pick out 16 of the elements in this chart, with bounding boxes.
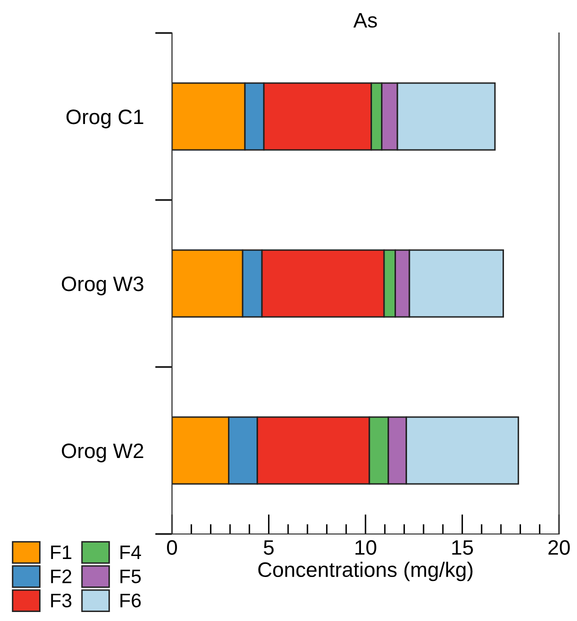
y-tick-label: Orog W3	[62, 276, 144, 296]
legend-label: F5	[120, 570, 141, 584]
legend-label: F2	[51, 570, 72, 584]
x-axis-title: Concentrations (mg/kg)	[258, 562, 472, 582]
legend-label: F4	[120, 546, 142, 559]
x-tick-label: 15	[452, 540, 473, 555]
y-tick-label: Orog W2	[62, 444, 144, 462]
x-tick-label: 10	[356, 540, 376, 555]
legend-label: F6	[120, 594, 141, 608]
x-tick-label: 5	[264, 540, 274, 555]
legend-label: F1	[51, 546, 72, 559]
y-tick-label: Orog C1	[66, 110, 144, 128]
legend-label: F3	[51, 594, 72, 608]
x-tick-label: 20	[548, 540, 570, 555]
x-tick-label: 0	[167, 540, 177, 555]
chart-title: As	[353, 13, 377, 28]
